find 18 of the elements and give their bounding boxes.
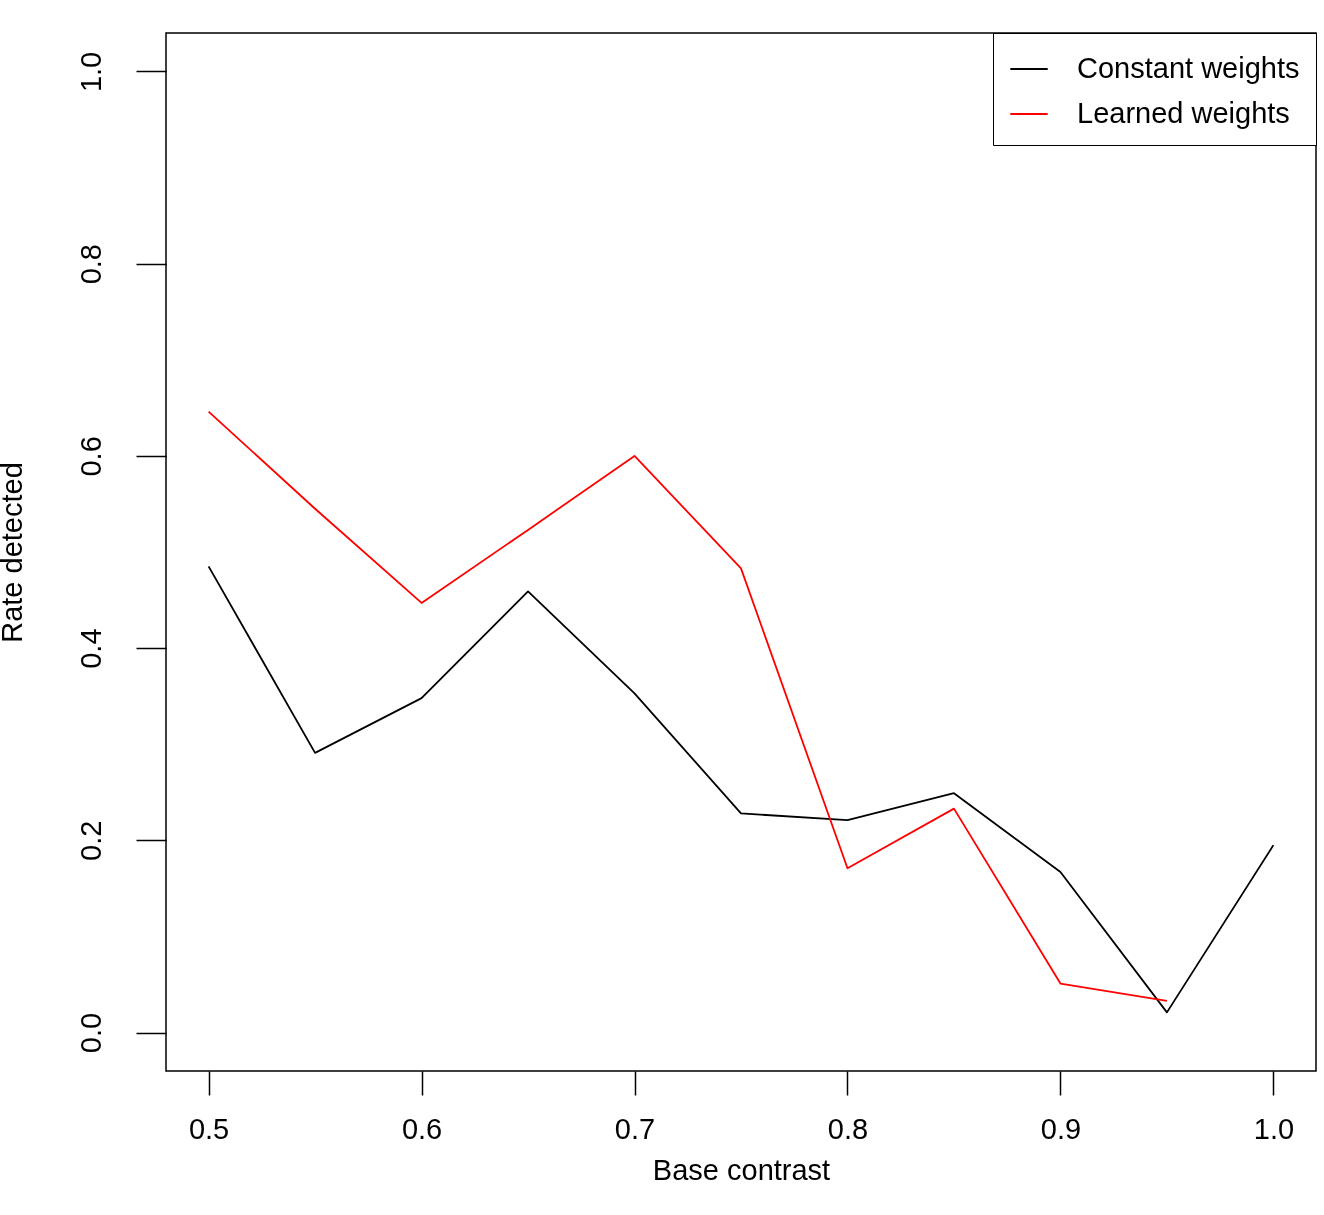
legend-label: Constant weights xyxy=(1077,52,1300,84)
x-tick-label: 0.8 xyxy=(827,1112,869,1145)
x-tick-label: 0.5 xyxy=(188,1112,230,1145)
x-tick-label: 0.6 xyxy=(401,1112,443,1145)
y-tick-label: 0.6 xyxy=(74,436,107,477)
x-tick-label: 0.9 xyxy=(1040,1112,1082,1145)
y-tick-label: 0.4 xyxy=(74,628,107,669)
y-axis-title: Rate detected xyxy=(0,462,28,643)
y-tick-label: 0.8 xyxy=(74,244,107,285)
x-tick-label: 0.7 xyxy=(614,1112,656,1145)
line-series xyxy=(207,565,1275,1014)
y-tick-label: 1.0 xyxy=(74,51,107,93)
x-tick-label: 1.0 xyxy=(1253,1112,1295,1145)
x-axis-title: Base contrast xyxy=(652,1153,831,1186)
y-tick-label: 0.0 xyxy=(74,1012,107,1054)
legend-label: Learned weights xyxy=(1077,97,1290,129)
line-series xyxy=(207,410,1168,1002)
y-tick-label: 0.2 xyxy=(74,820,107,861)
